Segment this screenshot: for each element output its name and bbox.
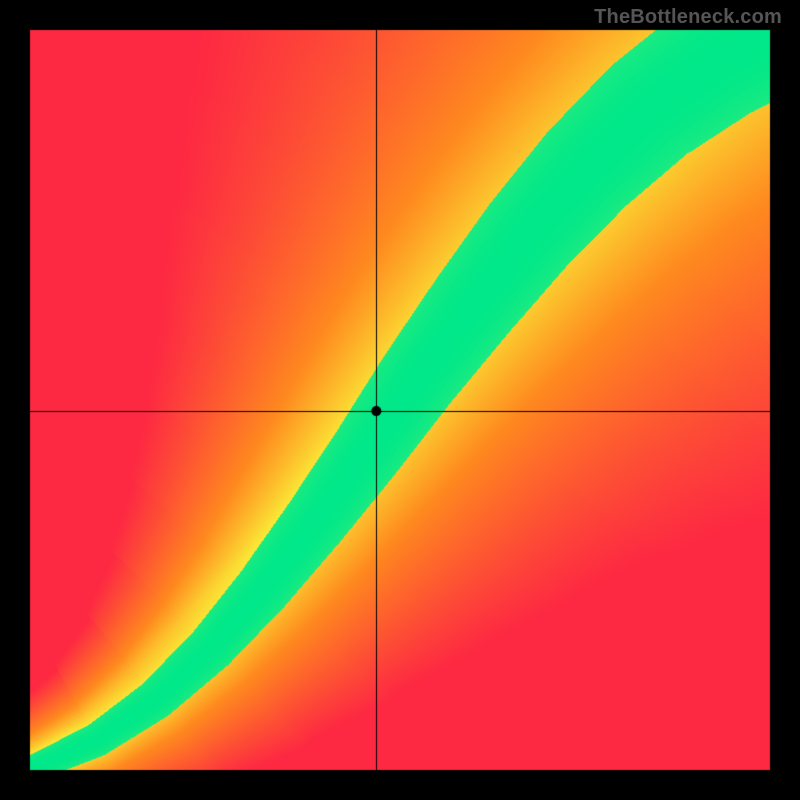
heatmap-canvas: [0, 0, 800, 800]
watermark-text: TheBottleneck.com: [594, 6, 782, 29]
chart-container: TheBottleneck.com: [0, 0, 800, 800]
